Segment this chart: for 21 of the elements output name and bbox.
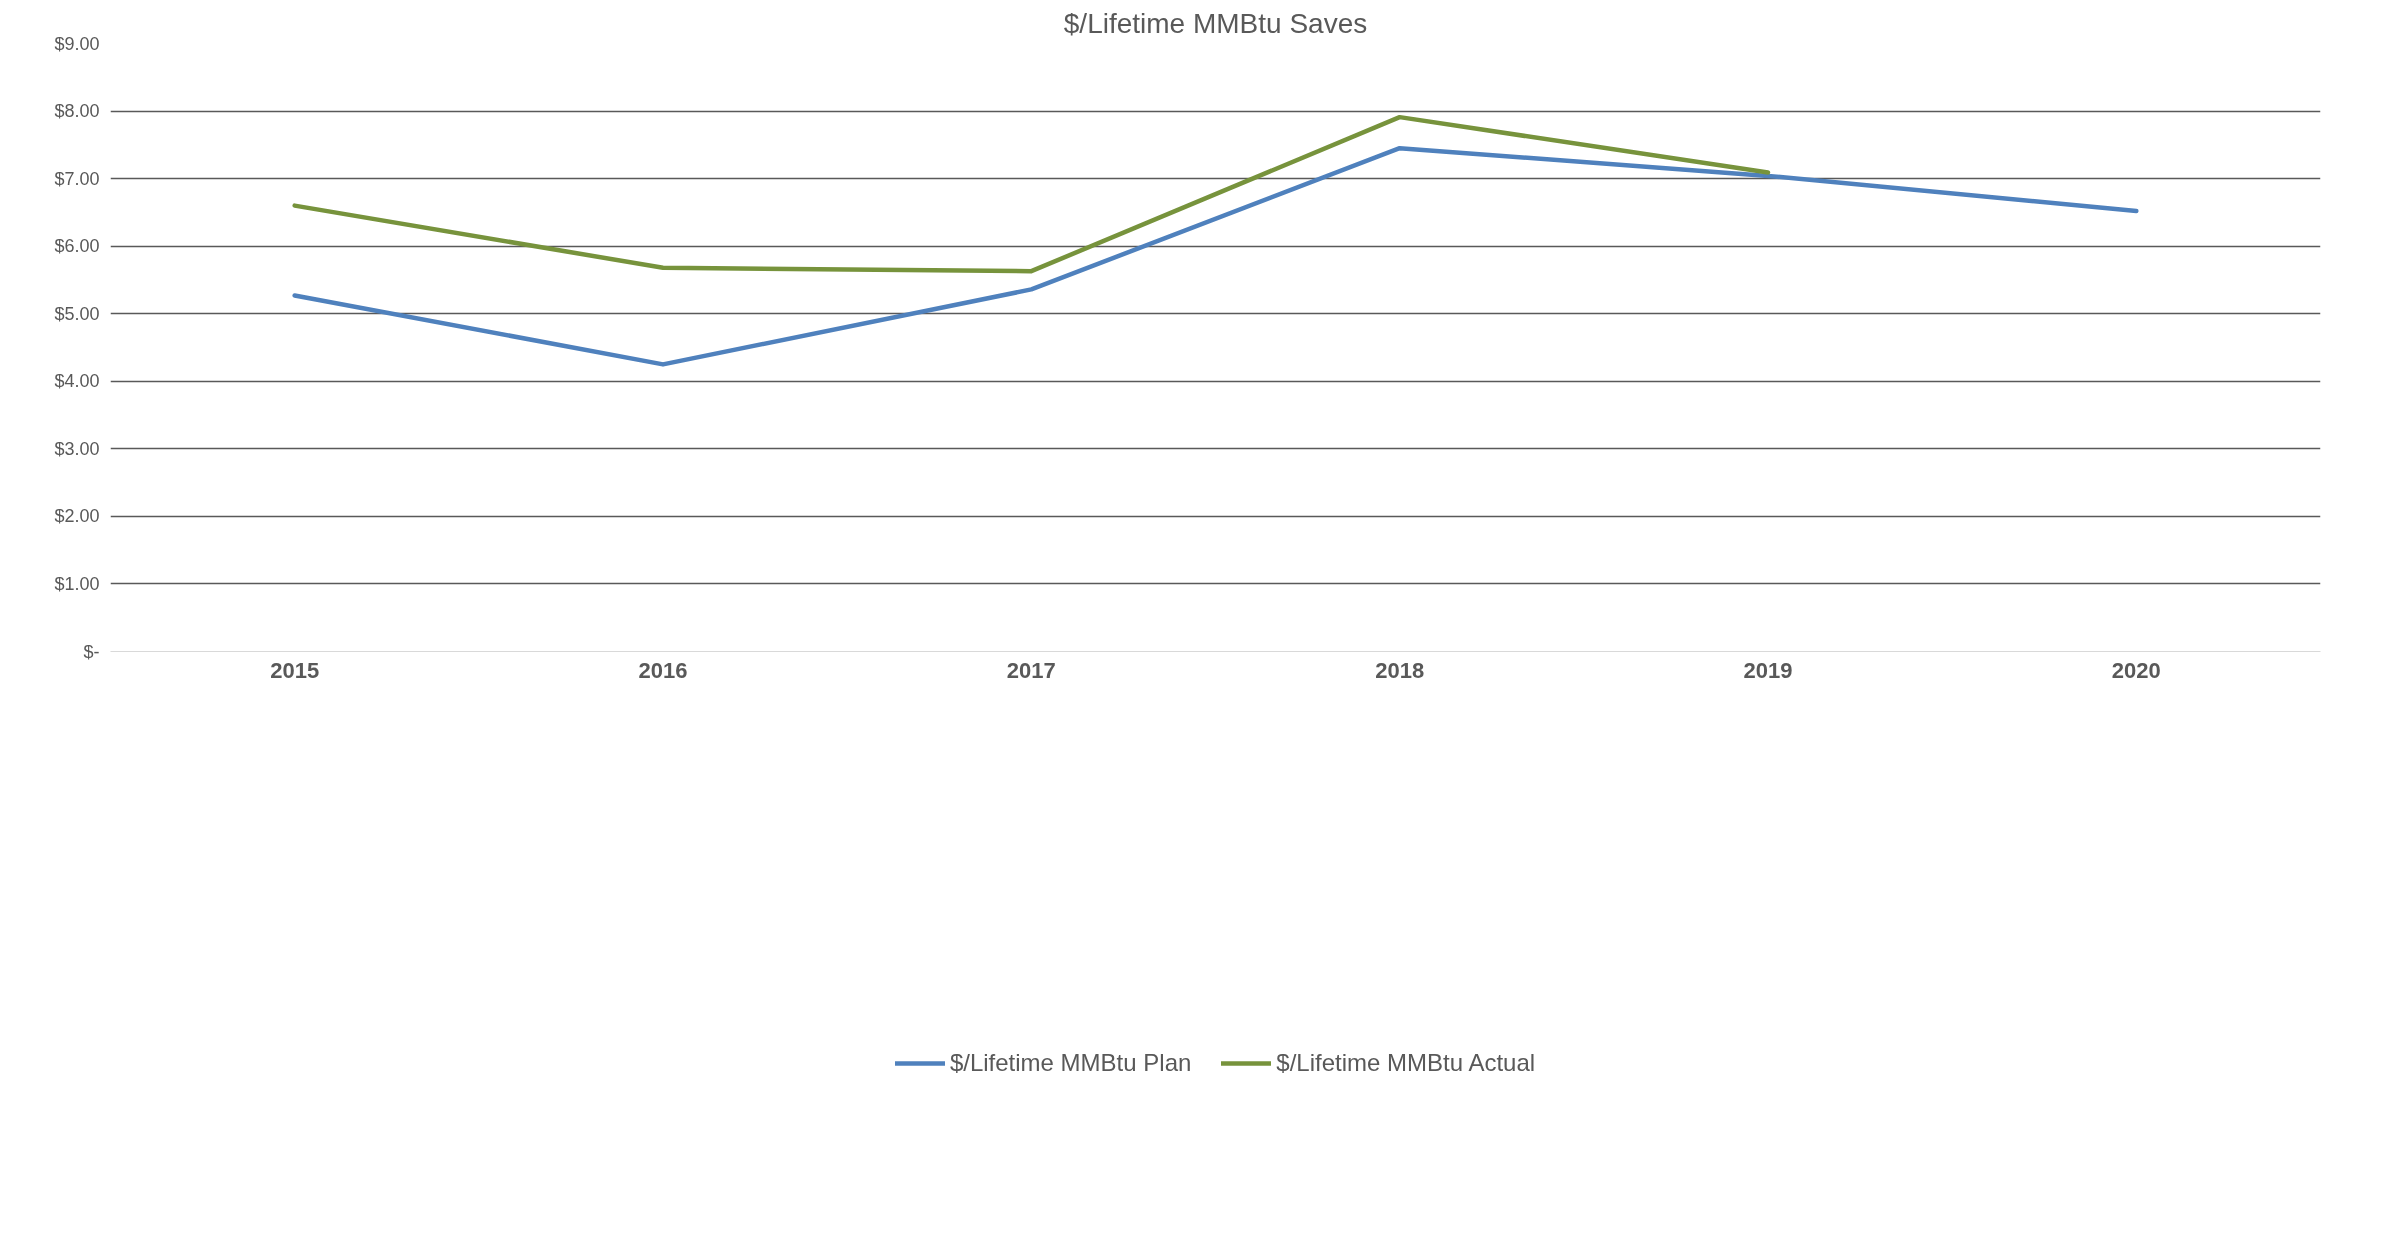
legend-label: $/Lifetime MMBtu Plan — [949, 1049, 1192, 1077]
y-tick-label: $4.00 — [54, 371, 100, 392]
line-series — [292, 145, 2139, 367]
y-tick-label: $6.00 — [54, 236, 100, 257]
y-tick-label: $3.00 — [54, 438, 100, 459]
x-tick-label: 2016 — [638, 657, 688, 683]
y-tick-label: $7.00 — [54, 168, 100, 189]
y-tick-label: $9.00 — [54, 33, 100, 54]
x-tick-label: 2020 — [2111, 657, 2161, 683]
y-tick-label: $2.00 — [54, 506, 100, 527]
y-tick-label: $- — [83, 641, 100, 662]
y-tick-label: $5.00 — [54, 303, 100, 324]
x-tick-label: 2018 — [1375, 657, 1425, 683]
legend-label: $/Lifetime MMBtu Actual — [1276, 1049, 1536, 1077]
x-tick-label: 2019 — [1743, 657, 1793, 683]
x-tick-label: 2017 — [1006, 657, 1056, 683]
chart-title: $/Lifetime MMBtu Saves — [1063, 7, 1368, 39]
x-tick-label: 2015 — [270, 657, 320, 683]
y-tick-label: $8.00 — [54, 101, 100, 122]
y-tick-label: $1.00 — [54, 573, 100, 594]
line-series — [292, 114, 1771, 274]
